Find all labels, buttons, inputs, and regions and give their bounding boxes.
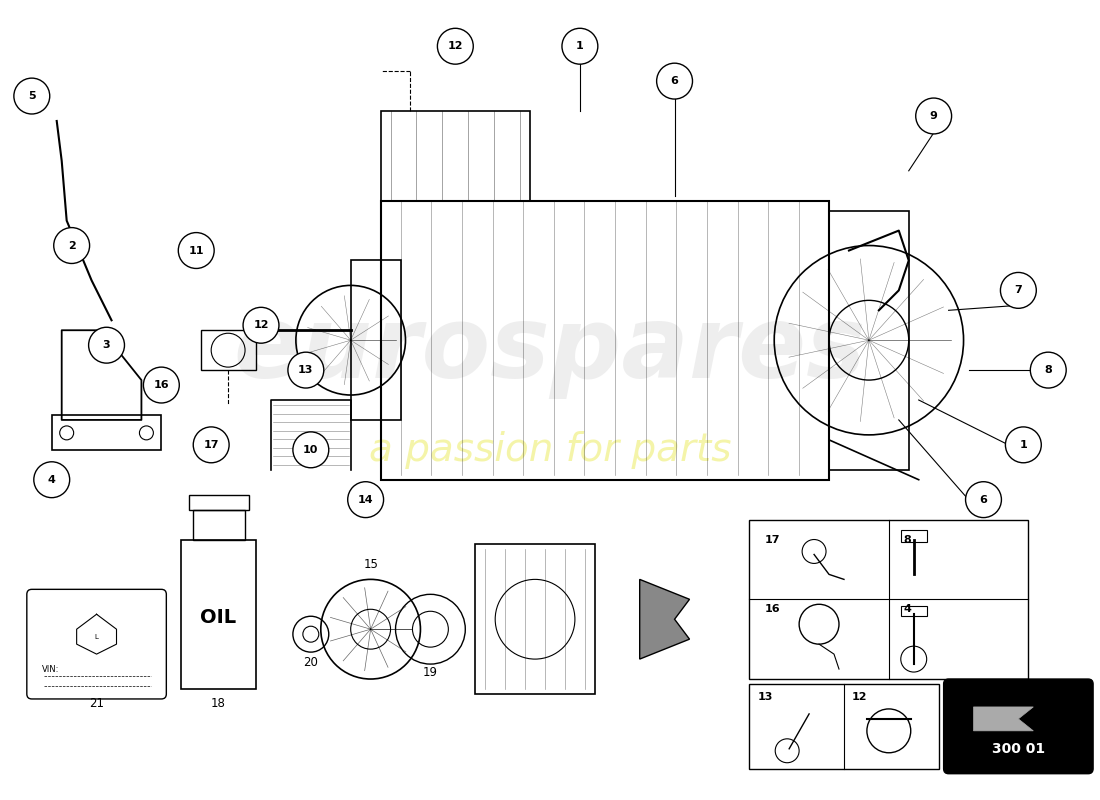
Circle shape xyxy=(562,28,597,64)
Bar xyxy=(829,210,909,470)
Text: 6: 6 xyxy=(980,494,988,505)
Text: 15: 15 xyxy=(363,558,378,571)
Bar xyxy=(749,684,938,769)
Polygon shape xyxy=(974,707,1033,731)
Text: 16: 16 xyxy=(764,604,780,614)
Text: 12: 12 xyxy=(253,320,268,330)
Text: 4: 4 xyxy=(47,474,56,485)
Text: 8: 8 xyxy=(904,534,912,545)
Text: 6: 6 xyxy=(671,76,679,86)
Text: 18: 18 xyxy=(211,698,226,710)
Text: 20: 20 xyxy=(304,655,318,669)
Text: 11: 11 xyxy=(188,246,204,255)
Circle shape xyxy=(348,482,384,518)
Text: 17: 17 xyxy=(204,440,219,450)
Circle shape xyxy=(194,427,229,462)
Bar xyxy=(901,530,926,542)
Text: 10: 10 xyxy=(304,445,319,455)
Text: 13: 13 xyxy=(757,692,772,702)
Circle shape xyxy=(14,78,50,114)
Text: 1: 1 xyxy=(1020,440,1027,450)
Text: 8: 8 xyxy=(1044,365,1052,375)
Circle shape xyxy=(657,63,693,99)
Text: 7: 7 xyxy=(1014,286,1022,295)
Text: 12: 12 xyxy=(851,692,868,702)
Text: 17: 17 xyxy=(764,534,780,545)
Bar xyxy=(749,519,1028,679)
Text: 16: 16 xyxy=(154,380,169,390)
Text: 3: 3 xyxy=(102,340,110,350)
Text: OIL: OIL xyxy=(200,608,236,626)
Bar xyxy=(189,494,249,510)
Bar xyxy=(182,539,256,689)
Bar xyxy=(475,545,595,694)
Circle shape xyxy=(293,432,329,468)
Circle shape xyxy=(34,462,69,498)
Circle shape xyxy=(438,28,473,64)
Polygon shape xyxy=(640,579,690,659)
Text: 5: 5 xyxy=(28,91,35,101)
Text: 14: 14 xyxy=(358,494,374,505)
Circle shape xyxy=(915,98,952,134)
Circle shape xyxy=(143,367,179,403)
Bar xyxy=(52,415,162,450)
Bar xyxy=(381,111,530,201)
Bar xyxy=(901,606,926,616)
Circle shape xyxy=(140,426,153,440)
Bar xyxy=(381,201,829,480)
Text: 9: 9 xyxy=(930,111,937,121)
Text: 13: 13 xyxy=(298,365,314,375)
Text: 2: 2 xyxy=(68,241,76,250)
Circle shape xyxy=(1000,273,1036,308)
Text: 19: 19 xyxy=(422,666,438,678)
Bar xyxy=(194,510,245,539)
Text: L: L xyxy=(95,634,99,640)
Text: 12: 12 xyxy=(448,42,463,51)
Circle shape xyxy=(1005,427,1042,462)
Text: a passion for parts: a passion for parts xyxy=(368,431,732,469)
Circle shape xyxy=(59,426,74,440)
Bar xyxy=(201,330,256,370)
Text: 300 01: 300 01 xyxy=(992,742,1045,756)
Circle shape xyxy=(288,352,323,388)
Text: VIN:: VIN: xyxy=(42,665,59,674)
Text: 1: 1 xyxy=(576,42,584,51)
Text: eurospares: eurospares xyxy=(233,302,867,398)
FancyBboxPatch shape xyxy=(944,679,1093,774)
Circle shape xyxy=(178,233,215,269)
Circle shape xyxy=(243,307,279,343)
Circle shape xyxy=(89,327,124,363)
Circle shape xyxy=(54,228,89,263)
Text: 21: 21 xyxy=(89,698,104,710)
Circle shape xyxy=(1031,352,1066,388)
Text: 4: 4 xyxy=(904,604,912,614)
Circle shape xyxy=(966,482,1001,518)
Bar xyxy=(351,261,400,420)
